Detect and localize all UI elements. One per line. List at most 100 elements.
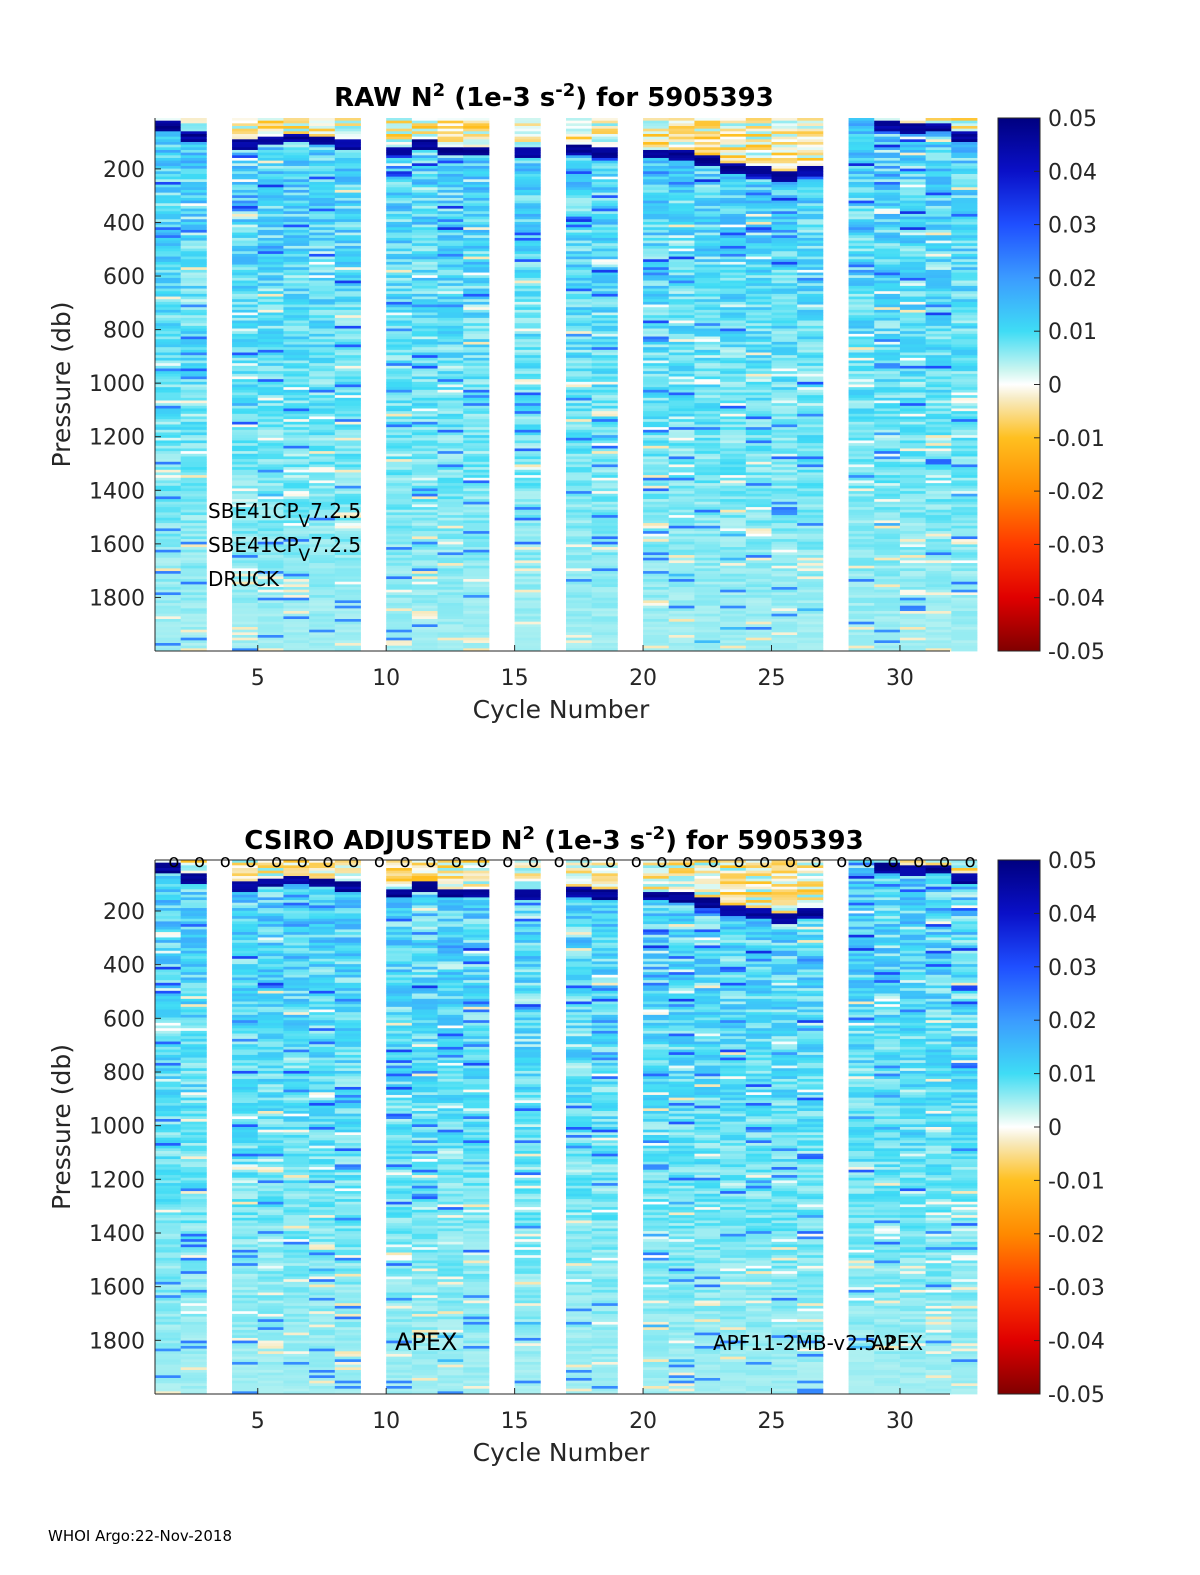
heatmap-cell	[232, 203, 259, 207]
heatmap-cell	[694, 557, 721, 561]
heatmap-cell	[180, 616, 207, 620]
heatmap-cell	[463, 387, 490, 391]
heatmap-cell	[257, 440, 284, 444]
heatmap-cell	[591, 235, 618, 239]
heatmap-cell	[797, 501, 824, 505]
heatmap-cell	[694, 515, 721, 519]
heatmap-cell	[180, 584, 207, 588]
heatmap-cell	[797, 592, 824, 596]
heatmap-cell	[155, 272, 182, 276]
heatmap-cell	[591, 288, 618, 292]
heatmap-cell	[899, 173, 927, 178]
heatmap-cell	[437, 267, 464, 271]
heatmap-cell	[257, 325, 284, 329]
heatmap-cell	[694, 141, 721, 146]
heatmap-cell	[848, 619, 875, 623]
heatmap-cell	[668, 240, 695, 244]
heatmap-cell	[591, 589, 618, 593]
heatmap-cell	[797, 136, 824, 140]
heatmap-cell	[309, 536, 336, 540]
heatmap-cell	[257, 483, 284, 487]
heatmap-cell	[283, 496, 310, 500]
heatmap-cell	[797, 293, 824, 297]
heatmap-cell	[745, 179, 772, 183]
heatmap-cell	[514, 472, 541, 476]
heatmap-cell	[874, 445, 901, 449]
heatmap-cell	[797, 496, 824, 500]
heatmap-cell	[232, 568, 259, 572]
heatmap-cell	[694, 544, 721, 548]
heatmap-cell	[180, 320, 207, 324]
heatmap-cell	[283, 595, 310, 599]
heatmap-cell	[848, 123, 875, 127]
heatmap-cell	[514, 176, 541, 180]
heatmap-cell	[591, 189, 618, 194]
heatmap-cell	[463, 168, 490, 172]
heatmap-cell	[514, 392, 541, 396]
heatmap-cell	[334, 160, 361, 164]
heatmap-cell	[925, 341, 952, 345]
heatmap-cell	[463, 232, 490, 236]
heatmap-cell	[874, 261, 901, 265]
heatmap-cell	[591, 123, 618, 127]
heatmap-cell	[463, 539, 490, 543]
heatmap-cell	[411, 613, 438, 617]
heatmap-cell	[797, 461, 824, 465]
heatmap-cell	[591, 312, 618, 316]
heatmap-cell	[386, 229, 413, 233]
heatmap-cell	[155, 608, 182, 612]
heatmap-cell	[668, 581, 695, 585]
heatmap-cell	[283, 448, 310, 452]
heatmap-cell	[694, 195, 721, 199]
heatmap-cell	[720, 549, 747, 553]
heatmap-cell	[745, 205, 772, 209]
heatmap-cell	[411, 272, 438, 276]
heatmap-cell	[771, 437, 798, 441]
heatmap-cell	[155, 515, 182, 519]
heatmap-cell	[334, 640, 361, 644]
heatmap-cell	[334, 547, 361, 551]
heatmap-cell	[386, 635, 413, 639]
heatmap-cell	[848, 200, 875, 204]
heatmap-cell	[591, 648, 618, 652]
heatmap-cell	[334, 163, 361, 167]
heatmap-cell	[925, 371, 952, 375]
heatmap-cell	[386, 211, 413, 215]
heatmap-cell	[386, 309, 413, 313]
heatmap-cell	[463, 275, 490, 279]
heatmap-cell	[591, 304, 618, 308]
heatmap-cell	[899, 363, 927, 367]
heatmap-cell	[771, 515, 798, 519]
heatmap-cell	[694, 555, 721, 559]
heatmap-cell	[257, 376, 284, 380]
heatmap-cell	[566, 488, 593, 492]
heatmap-cell	[591, 317, 618, 321]
heatmap-cell	[232, 400, 259, 404]
heatmap-cell	[283, 429, 310, 433]
heatmap-cell	[411, 427, 438, 431]
heatmap-cell	[925, 485, 952, 489]
heatmap-cell	[386, 293, 413, 297]
heatmap-cell	[797, 629, 824, 633]
heatmap-cell	[694, 184, 721, 188]
heatmap-cell	[386, 179, 413, 183]
heatmap-cell	[463, 552, 490, 556]
heatmap-cell	[232, 267, 259, 271]
heatmap-cell	[899, 603, 927, 607]
heatmap-cell	[591, 301, 618, 305]
heatmap-cell	[180, 411, 207, 415]
heatmap-cell	[566, 496, 593, 500]
heatmap-cell	[874, 461, 901, 465]
heatmap-cell	[463, 141, 490, 146]
heatmap-cell	[257, 181, 284, 186]
heatmap-cell	[668, 261, 695, 265]
heatmap-column	[668, 118, 695, 652]
heatmap-cell	[591, 616, 618, 620]
heatmap-cell	[514, 387, 541, 391]
heatmap-cell	[232, 640, 259, 644]
heatmap-cell	[745, 613, 772, 617]
heatmap-cell	[925, 544, 952, 548]
heatmap-cell	[899, 126, 927, 130]
heatmap-cell	[334, 259, 361, 263]
heatmap-cell	[797, 221, 824, 225]
